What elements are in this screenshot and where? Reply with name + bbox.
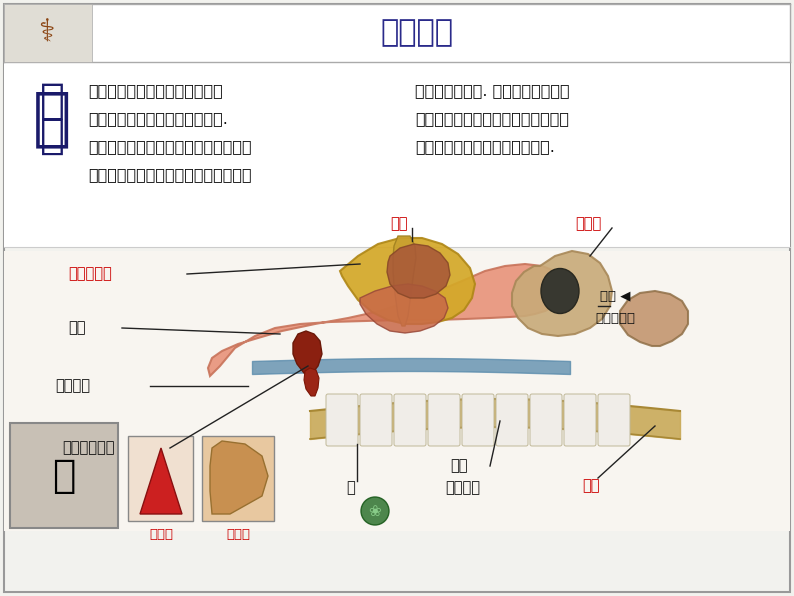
Text: 与鼻腔的腭形成. 鼻腔的入口处有许: 与鼻腔的腭形成. 鼻腔的入口处有许 bbox=[415, 83, 569, 98]
Text: 鼻道 ◀: 鼻道 ◀ bbox=[600, 290, 630, 303]
Polygon shape bbox=[208, 264, 565, 376]
FancyBboxPatch shape bbox=[4, 251, 790, 531]
FancyBboxPatch shape bbox=[360, 394, 392, 446]
Text: 嗅觉感受器: 嗅觉感受器 bbox=[68, 266, 112, 281]
Text: 鼻: 鼻 bbox=[33, 87, 71, 149]
Text: 颅骨的一部分形成，底部则由分隔口腔: 颅骨的一部分形成，底部则由分隔口腔 bbox=[88, 167, 252, 182]
Text: 鼻甲: 鼻甲 bbox=[390, 216, 407, 231]
Polygon shape bbox=[387, 244, 450, 298]
FancyBboxPatch shape bbox=[496, 394, 528, 446]
Polygon shape bbox=[360, 284, 448, 333]
Polygon shape bbox=[340, 238, 475, 324]
FancyBboxPatch shape bbox=[462, 394, 494, 446]
Circle shape bbox=[361, 497, 389, 525]
FancyBboxPatch shape bbox=[394, 394, 426, 446]
FancyBboxPatch shape bbox=[428, 394, 460, 446]
FancyBboxPatch shape bbox=[128, 436, 193, 521]
FancyBboxPatch shape bbox=[10, 423, 118, 528]
Text: 鼻腔: 鼻腔 bbox=[68, 321, 86, 336]
FancyBboxPatch shape bbox=[326, 394, 358, 446]
Text: 多起保护作用的鼻毛，它们能粘附住: 多起保护作用的鼻毛，它们能粘附住 bbox=[415, 111, 569, 126]
Text: 鼻下方的沟: 鼻下方的沟 bbox=[595, 312, 635, 324]
Text: 正面观: 正面观 bbox=[149, 528, 173, 541]
Polygon shape bbox=[620, 291, 688, 346]
Text: 嗅神经: 嗅神经 bbox=[575, 216, 601, 231]
Polygon shape bbox=[293, 331, 322, 376]
Text: 鼻腔把鼻孔和咽喉连接起来，其顶部由: 鼻腔把鼻孔和咽喉连接起来，其顶部由 bbox=[88, 139, 252, 154]
FancyBboxPatch shape bbox=[530, 394, 562, 446]
FancyBboxPatch shape bbox=[4, 4, 92, 62]
Text: 我们所吸入空气中的大颗粒物质.: 我们所吸入空气中的大颗粒物质. bbox=[415, 139, 555, 154]
Text: ❀: ❀ bbox=[368, 504, 381, 519]
Polygon shape bbox=[210, 441, 268, 514]
Text: 口: 口 bbox=[346, 480, 355, 495]
FancyBboxPatch shape bbox=[202, 436, 274, 521]
FancyBboxPatch shape bbox=[564, 394, 596, 446]
Text: 鼻: 鼻 bbox=[40, 80, 64, 122]
Ellipse shape bbox=[541, 269, 579, 313]
Text: 鼻孔内的鼻毛: 鼻孔内的鼻毛 bbox=[62, 440, 114, 455]
Text: 口的顶部: 口的顶部 bbox=[445, 480, 480, 495]
Text: ⚕: ⚕ bbox=[38, 18, 54, 48]
Text: 咽喉: 咽喉 bbox=[582, 479, 599, 493]
Text: 鼻: 鼻 bbox=[40, 115, 64, 157]
Polygon shape bbox=[393, 236, 416, 326]
FancyBboxPatch shape bbox=[598, 394, 630, 446]
Text: 脸部的鼻外部和内部的鼻腔组成.: 脸部的鼻外部和内部的鼻腔组成. bbox=[88, 111, 228, 126]
Polygon shape bbox=[512, 251, 612, 336]
FancyBboxPatch shape bbox=[4, 4, 790, 62]
Polygon shape bbox=[140, 448, 182, 514]
Text: 外部鼻子: 外部鼻子 bbox=[55, 378, 90, 393]
Text: 👤: 👤 bbox=[52, 457, 75, 495]
FancyBboxPatch shape bbox=[4, 62, 790, 247]
Polygon shape bbox=[304, 368, 319, 396]
Text: 是呼吸系统的入口，它由突出于: 是呼吸系统的入口，它由突出于 bbox=[88, 83, 223, 98]
Text: 硬腭: 硬腭 bbox=[450, 458, 468, 473]
Text: 鼻解剖图: 鼻解剖图 bbox=[380, 18, 453, 48]
FancyBboxPatch shape bbox=[4, 4, 790, 592]
Text: 侧面观: 侧面观 bbox=[226, 528, 250, 541]
